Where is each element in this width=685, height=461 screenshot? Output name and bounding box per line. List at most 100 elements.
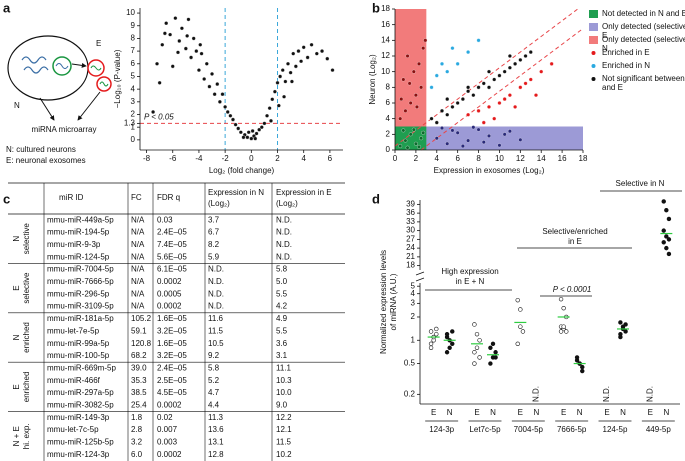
y-tick-label: 24 (406, 243, 415, 252)
table-cell: 2.4E–05 (157, 228, 187, 237)
x-tick-label: 2 (275, 154, 280, 163)
table-cell: 0.007 (157, 425, 178, 434)
table-cell: 3.6 (276, 339, 288, 348)
point (661, 240, 666, 245)
table-cell: 6.0 (131, 450, 143, 459)
point (196, 68, 201, 73)
y-tick-label: 6 (386, 98, 391, 107)
table-cell: 5.0 (276, 277, 288, 286)
point (428, 329, 434, 334)
table-cell: 6.7 (208, 228, 220, 237)
table-cell: 5.8 (208, 363, 220, 372)
y-tick-label: 1.3 (124, 118, 136, 127)
y-tick-label: 8 (131, 34, 136, 43)
point (487, 69, 491, 74)
table-header: Expression in N (208, 188, 264, 197)
point (194, 49, 199, 54)
point (434, 73, 439, 78)
legend-swatch (591, 51, 596, 55)
point (513, 61, 518, 66)
x-tick-label: 4 (435, 154, 440, 163)
panel-label: b (372, 0, 380, 15)
table-cell: mmu-miR-3109-5p (47, 302, 114, 311)
point (493, 355, 498, 360)
point (434, 331, 439, 337)
point (265, 113, 269, 118)
point (445, 69, 450, 74)
group-label: selective (22, 272, 31, 304)
table-header: miR ID (59, 193, 84, 202)
rna-strand (90, 65, 102, 71)
point (408, 101, 413, 105)
point (481, 140, 486, 145)
table-cell: 3.1 (276, 351, 288, 360)
point (523, 54, 528, 58)
point (286, 61, 290, 66)
point (421, 130, 426, 135)
y-tick-label: 21 (406, 252, 415, 261)
table-cell: mmu-miR-100-5p (47, 351, 110, 360)
point (471, 125, 476, 130)
table-cell: 0.0002 (157, 302, 182, 311)
sample-label: N (533, 408, 539, 417)
point (176, 50, 180, 55)
point (580, 368, 585, 374)
table-cell: mmu-miR-194-5p (47, 228, 110, 237)
point (618, 334, 623, 340)
point (476, 85, 481, 90)
table-cell: 1.8 (131, 413, 143, 422)
y-tick-label: 33 (406, 217, 415, 226)
point (497, 143, 502, 148)
point (445, 97, 450, 102)
table-cell: 35.3 (131, 376, 147, 385)
point (305, 55, 310, 60)
point (502, 97, 507, 102)
point (309, 42, 314, 47)
point (487, 104, 491, 109)
y-tick-label: 4 (386, 114, 391, 123)
point (403, 138, 408, 143)
table-cell: N/A (131, 277, 145, 286)
table-cell: 2.4E–05 (157, 363, 187, 372)
point (490, 341, 496, 347)
point (561, 324, 566, 329)
rna-strand (23, 66, 49, 74)
x-tick-label: 7666-5p (557, 425, 587, 434)
point (434, 326, 439, 332)
point (434, 120, 439, 125)
table-cell: N.D. (208, 265, 224, 274)
x-tick-label: 449-5p (646, 425, 671, 434)
point (492, 116, 497, 121)
x-tick-label: -4 (195, 154, 203, 163)
y-tick-label: 4 (411, 289, 416, 298)
table-cell: mmu-let-7c-5p (47, 425, 99, 434)
x-tick-label: -6 (169, 154, 177, 163)
table-cell: 5.9 (208, 252, 220, 261)
point (257, 127, 262, 132)
point (413, 141, 418, 146)
table-cell: 7.4E–05 (157, 240, 187, 249)
point (518, 324, 523, 329)
table-cell: 0.0005 (157, 289, 182, 298)
y-tick-label: 0 (386, 145, 391, 154)
x-tick-label: 0 (393, 154, 398, 163)
point (276, 103, 281, 108)
cell-label: N (14, 101, 20, 110)
point (450, 329, 455, 334)
point (280, 68, 285, 73)
point (269, 118, 273, 123)
region (395, 126, 583, 150)
table-cell: 0.003 (157, 438, 178, 447)
y-tick-label: 0.5 (404, 359, 416, 368)
y-tick-label: 30 (406, 226, 415, 235)
point (189, 55, 194, 60)
point (664, 245, 669, 251)
axis-break (415, 271, 425, 276)
sample-label: N (577, 408, 583, 417)
table-cell: N/A (131, 215, 145, 224)
point (228, 113, 233, 118)
legend-swatch (591, 64, 596, 68)
point (413, 93, 418, 98)
point (493, 350, 498, 355)
table-cell: mmu-miR-125b-5p (47, 438, 114, 447)
